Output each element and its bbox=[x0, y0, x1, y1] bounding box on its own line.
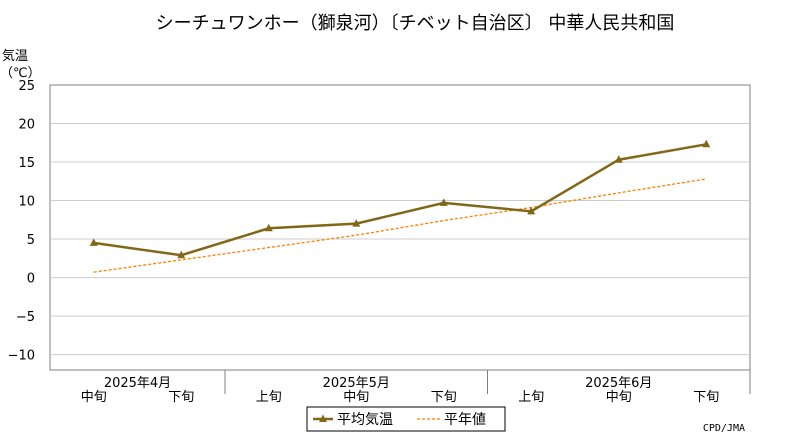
y-tick-label: 15 bbox=[18, 156, 35, 171]
y-tick-label: −5 bbox=[16, 310, 35, 325]
legend-normal-label: 平年値 bbox=[444, 412, 486, 428]
mean-data-point bbox=[702, 139, 711, 148]
x-tick-label: 上旬 bbox=[518, 390, 544, 405]
mean-data-point bbox=[264, 223, 273, 232]
y-tick-label: 10 bbox=[18, 195, 35, 210]
x-tick-label: 下旬 bbox=[693, 390, 719, 405]
series-layer bbox=[89, 139, 711, 273]
legend-mean-marker bbox=[319, 414, 327, 422]
mean-data-point bbox=[439, 198, 448, 206]
x-tick-label: 下旬 bbox=[431, 390, 457, 405]
x-tick-label: 中旬 bbox=[81, 390, 107, 405]
plot-area: −10 −5 0 5 10 15 20 25 bbox=[8, 79, 751, 371]
mean-data-point bbox=[89, 238, 98, 246]
normal-series-line bbox=[93, 178, 707, 273]
month-label: 2025年4月 bbox=[104, 376, 171, 391]
y-axis-unit: （℃） bbox=[0, 66, 41, 81]
legend-mean-label: 平均気温 bbox=[337, 412, 393, 428]
x-tick-label: 中旬 bbox=[606, 390, 632, 405]
mean-series-line bbox=[93, 143, 707, 257]
legend: 平均気温 平年値 bbox=[306, 406, 506, 432]
mean-data-point bbox=[614, 155, 623, 163]
chart-title: シーチュワンホー（獅泉河）〔チベット自治区〕 中華人民共和国 bbox=[156, 13, 675, 34]
y-axis-label: 気温 bbox=[2, 48, 28, 64]
month-label: 2025年6月 bbox=[585, 376, 652, 391]
month-label: 2025年5月 bbox=[323, 376, 390, 391]
y-tick-labels: −10 −5 0 5 10 15 20 25 bbox=[8, 79, 35, 364]
x-tick-label: 下旬 bbox=[168, 390, 194, 405]
y-tick-label: 5 bbox=[27, 233, 35, 248]
gridlines bbox=[50, 123, 750, 356]
mean-data-point bbox=[352, 219, 361, 227]
mean-data-point bbox=[177, 250, 186, 259]
y-tick-label: 20 bbox=[18, 118, 35, 133]
y-tick-label: −10 bbox=[8, 349, 35, 364]
x-tick-label: 中旬 bbox=[343, 390, 369, 405]
y-tick-label: 0 bbox=[27, 272, 35, 287]
plot-frame bbox=[49, 84, 751, 371]
y-tick-label: 25 bbox=[18, 79, 35, 94]
x-tick-label: 上旬 bbox=[256, 390, 282, 405]
legend-box bbox=[306, 406, 506, 432]
mean-data-point bbox=[527, 206, 536, 215]
credit-label: CPD/JMA bbox=[703, 423, 745, 434]
